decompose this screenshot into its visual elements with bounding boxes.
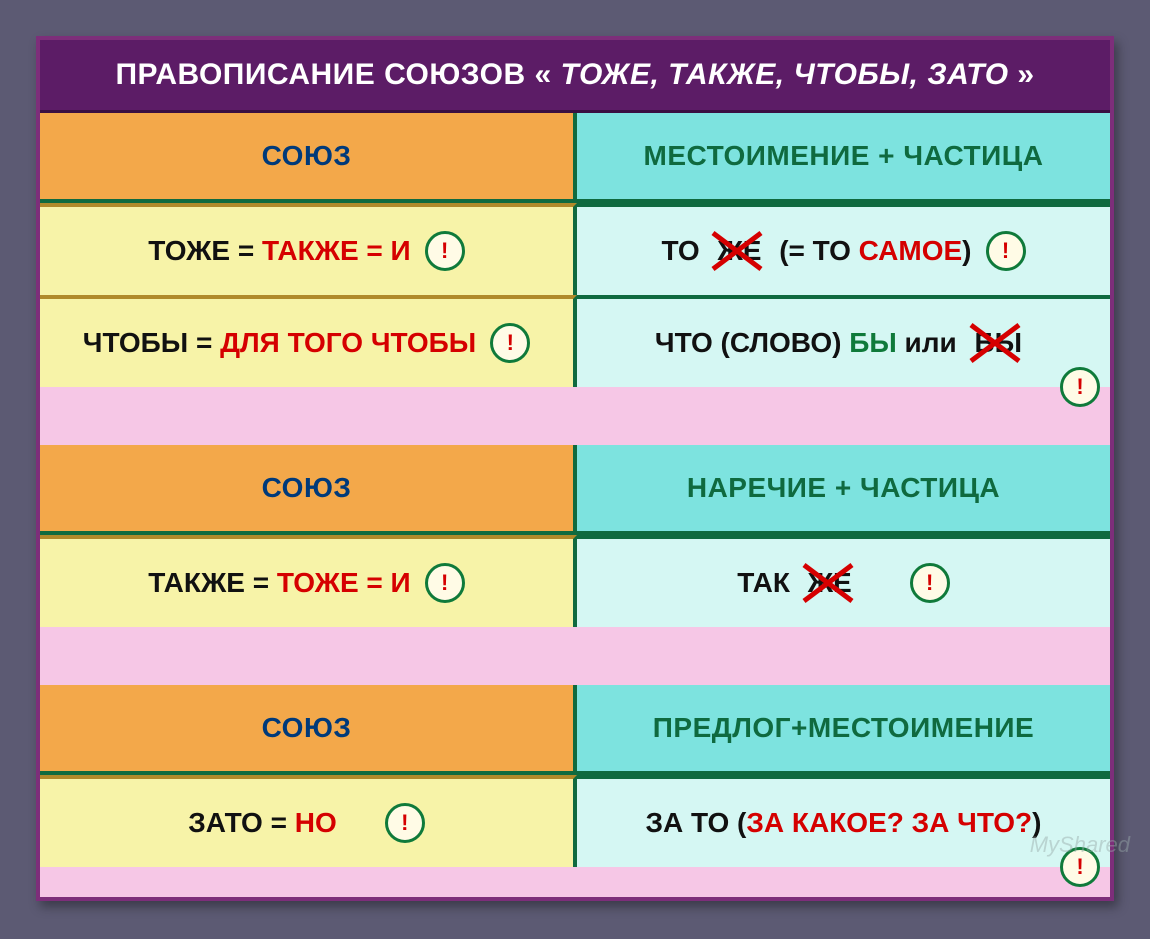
card: ПРАВОПИСАНИЕ СОЮЗОВ « ТОЖЕ, ТАКЖЕ, ЧТОБЫ… [36, 36, 1114, 901]
exclaim-icon: ! [986, 231, 1026, 271]
data-cell-left: ТОЖЕ = ТАКЖЕ = И! [40, 203, 577, 295]
title-em: ТОЖЕ, ТАКЖЕ, ЧТОБЫ, ЗАТО [561, 58, 1009, 91]
text-run: ) [1032, 807, 1041, 838]
cell-text: ТАК ЖЕ [737, 567, 861, 599]
text-run: ТО [661, 235, 707, 266]
header-cell-left: СОЮЗ [40, 113, 577, 203]
strike-word: ЖЕ [808, 567, 852, 599]
text-run: ЗАТО = [188, 807, 294, 838]
exclaim-icon: ! [425, 231, 465, 271]
text-run: ) [962, 235, 971, 266]
exclaim-icon: ! [1060, 367, 1100, 407]
page-frame: ПРАВОПИСАНИЕ СОЮЗОВ « ТОЖЕ, ТАКЖЕ, ЧТОБЫ… [0, 0, 1150, 939]
text-run: ТОЖЕ = [148, 235, 262, 266]
header-cell-right: НАРЕЧИЕ + ЧАСТИЦА [577, 445, 1110, 535]
data-row: ЧТОБЫ = ДЛЯ ТОГО ЧТОБЫ!ЧТО (СЛОВО) БЫ ил… [40, 295, 1110, 387]
x-icon [969, 321, 1021, 365]
exclaim-icon: ! [425, 563, 465, 603]
bottom-divider [40, 867, 1110, 897]
strike-word: ЖЕ [717, 235, 761, 267]
cell-text: ТО ЖЕ (= ТО САМОЕ) [661, 235, 971, 267]
text-run: ТАКЖЕ = [148, 567, 277, 598]
exclaim-icon: ! [385, 803, 425, 843]
x-icon [802, 561, 854, 605]
section-divider [40, 387, 1110, 445]
text-run: ТАКЖЕ = И [262, 235, 411, 266]
data-cell-right: ТО ЖЕ (= ТО САМОЕ)! [577, 203, 1110, 295]
text-run: НО [295, 807, 337, 838]
strike-word: БЫ [975, 327, 1023, 359]
header-cell-left: СОЮЗ [40, 685, 577, 775]
header-row: СОЮЗМЕСТОИМЕНИЕ + ЧАСТИЦА [40, 113, 1110, 203]
text-run: ЗА ТО ( [646, 807, 747, 838]
data-cell-left: ТАКЖЕ = ТОЖЕ = И! [40, 535, 577, 627]
title-bar: ПРАВОПИСАНИЕ СОЮЗОВ « ТОЖЕ, ТАКЖЕ, ЧТОБЫ… [40, 40, 1110, 113]
data-cell-left: ЗАТО = НО! [40, 775, 577, 867]
cell-text: ЧТО (СЛОВО) БЫ или БЫ [655, 327, 1032, 359]
text-run: ЗА КАКОЕ? ЗА ЧТО? [746, 807, 1032, 838]
cell-text: ТАКЖЕ = ТОЖЕ = И [148, 567, 410, 599]
text-run: ЧТОБЫ = [83, 327, 220, 358]
data-cell-right: ЗА ТО (ЗА КАКОЕ? ЗА ЧТО?)! [577, 775, 1110, 867]
exclaim-icon: ! [490, 323, 530, 363]
text-run: БЫ [849, 327, 897, 358]
text-run: или [897, 327, 965, 358]
x-icon [711, 229, 763, 273]
text-run: ТОЖЕ = И [277, 567, 411, 598]
data-cell-left: ЧТОБЫ = ДЛЯ ТОГО ЧТОБЫ! [40, 295, 577, 387]
exclaim-icon: ! [1060, 847, 1100, 887]
header-cell-right: ПРЕДЛОГ+МЕСТОИМЕНИЕ [577, 685, 1110, 775]
text-run: ТАК [737, 567, 797, 598]
data-row: ТАКЖЕ = ТОЖЕ = И!ТАК ЖЕ! [40, 535, 1110, 627]
text-run: САМОЕ [859, 235, 963, 266]
data-cell-right: ЧТО (СЛОВО) БЫ или БЫ! [577, 295, 1110, 387]
title-suffix: » [1017, 58, 1034, 91]
cell-text: ЧТОБЫ = ДЛЯ ТОГО ЧТОБЫ [83, 327, 476, 359]
text-run: ДЛЯ ТОГО ЧТОБЫ [220, 327, 476, 358]
data-cell-right: ТАК ЖЕ! [577, 535, 1110, 627]
exclaim-icon: ! [910, 563, 950, 603]
header-row: СОЮЗПРЕДЛОГ+МЕСТОИМЕНИЕ [40, 685, 1110, 775]
title-plain: ПРАВОПИСАНИЕ СОЮЗОВ « [115, 58, 551, 91]
data-row: ТОЖЕ = ТАКЖЕ = И!ТО ЖЕ (= ТО САМОЕ)! [40, 203, 1110, 295]
section-divider [40, 627, 1110, 685]
header-cell-left: СОЮЗ [40, 445, 577, 535]
header-row: СОЮЗНАРЕЧИЕ + ЧАСТИЦА [40, 445, 1110, 535]
data-row: ЗАТО = НО!ЗА ТО (ЗА КАКОЕ? ЗА ЧТО?)! [40, 775, 1110, 867]
text-run: ЧТО (СЛОВО) [655, 327, 849, 358]
cell-text: ЗА ТО (ЗА КАКОЕ? ЗА ЧТО?) [646, 807, 1042, 839]
sections-container: СОЮЗМЕСТОИМЕНИЕ + ЧАСТИЦАТОЖЕ = ТАКЖЕ = … [40, 113, 1110, 867]
text-run: (= ТО [771, 235, 858, 266]
header-cell-right: МЕСТОИМЕНИЕ + ЧАСТИЦА [577, 113, 1110, 203]
cell-text: ЗАТО = НО [188, 807, 336, 839]
cell-text: ТОЖЕ = ТАКЖЕ = И [148, 235, 410, 267]
